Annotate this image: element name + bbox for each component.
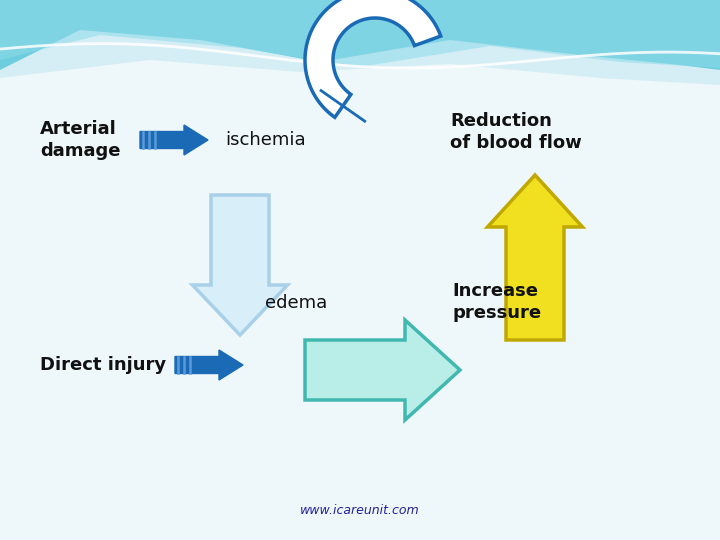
Polygon shape — [305, 320, 460, 420]
Polygon shape — [487, 175, 582, 340]
Text: www.icareunit.com: www.icareunit.com — [300, 503, 420, 516]
Polygon shape — [320, 90, 366, 122]
Text: ischemia: ischemia — [225, 131, 305, 149]
Text: Arterial
damage: Arterial damage — [40, 120, 120, 160]
Polygon shape — [0, 0, 720, 85]
Text: Increase
pressure: Increase pressure — [452, 282, 541, 322]
Polygon shape — [305, 0, 441, 117]
Polygon shape — [175, 350, 243, 380]
Polygon shape — [0, 0, 720, 70]
Polygon shape — [140, 125, 208, 155]
Polygon shape — [192, 195, 287, 335]
Text: Reduction
of blood flow: Reduction of blood flow — [450, 112, 582, 152]
Text: edema: edema — [265, 294, 328, 312]
Text: Direct injury: Direct injury — [40, 356, 166, 374]
Polygon shape — [0, 0, 720, 68]
